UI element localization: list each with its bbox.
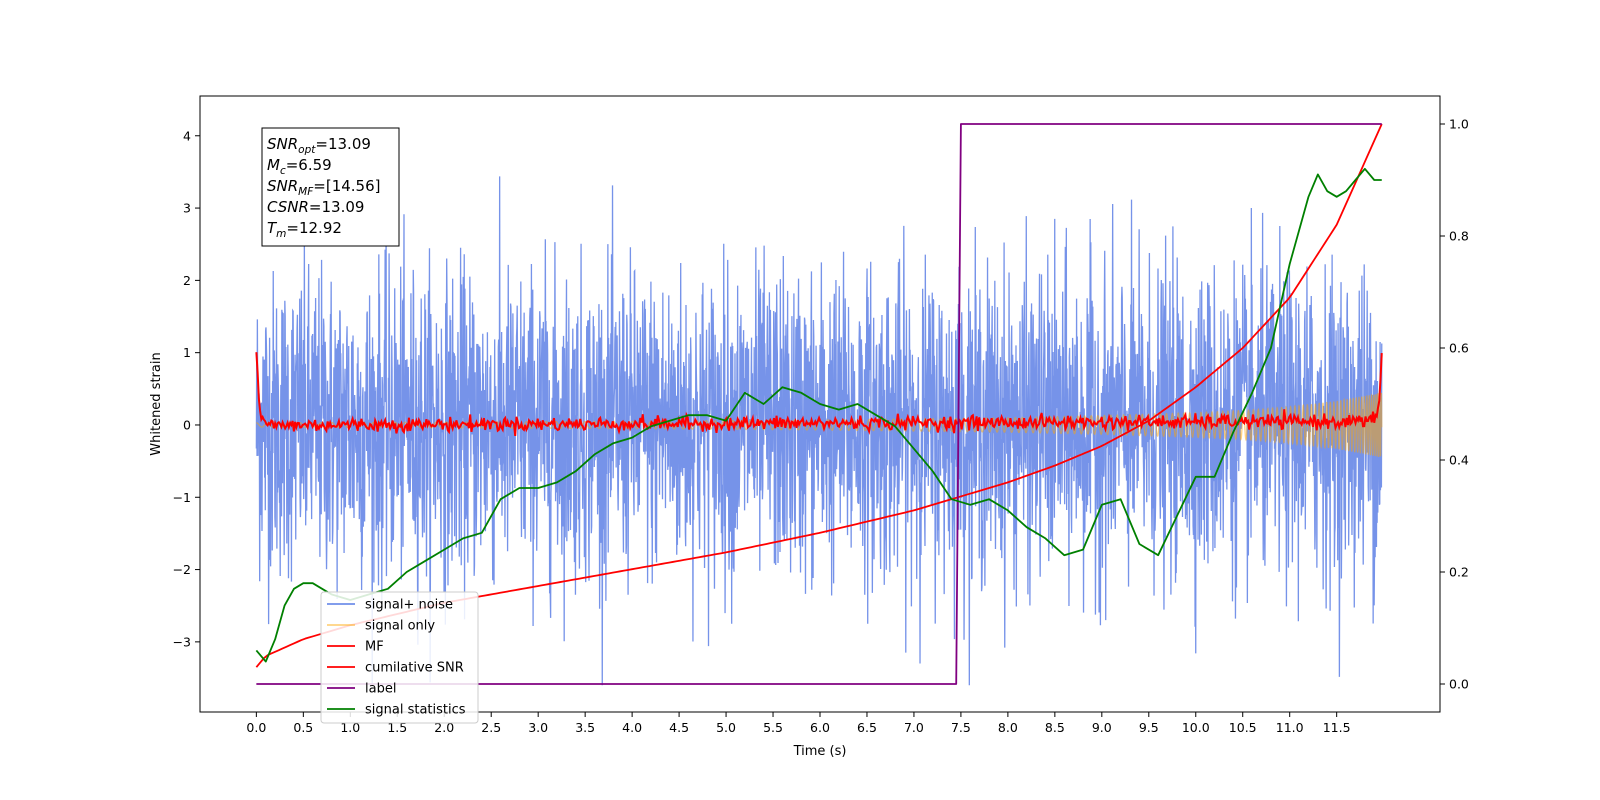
- legend-label: signal only: [365, 619, 435, 634]
- x-tick-label: 3.0: [528, 720, 548, 735]
- y2-tick-label: 0.6: [1449, 341, 1469, 356]
- annotation-line: SNRopt=13.09: [267, 135, 371, 156]
- x-tick-label: 10.5: [1229, 720, 1257, 735]
- x-tick-label: 8.5: [1045, 720, 1065, 735]
- y-tick-label: 2: [183, 273, 191, 288]
- x-tick-label: 8.0: [998, 720, 1018, 735]
- x-axis: 0.0 0.5 1.0 1.5 2.0 2.5 3.0 3.5 4.0 4.5 5.0 5.5 6.0 6…: [246, 712, 1351, 735]
- legend-label: label: [365, 682, 396, 697]
- x-axis-label: Time (s): [793, 744, 847, 759]
- annotation-line: Mc=6.59: [267, 156, 332, 177]
- x-tick-label: 11.5: [1323, 720, 1351, 735]
- y-tick-label: 3: [183, 201, 191, 216]
- y2-axis: 0.0 0.2 0.4 0.6 0.8 1.0: [1440, 117, 1469, 692]
- legend-frame: [320, 591, 479, 724]
- legend-label: signal statistics: [365, 703, 466, 718]
- annotation-line: SNRMF=[14.56]: [267, 177, 381, 198]
- x-tick-label: 1.5: [387, 720, 407, 735]
- x-tick-label: 3.5: [575, 720, 595, 735]
- y-axis-label: Whitened strain: [149, 352, 164, 455]
- y-tick-label: 4: [183, 128, 191, 143]
- x-tick-label: 2.5: [481, 720, 501, 735]
- metrics-annotation-box: SNRopt=13.09Mc=6.59SNRMF=[14.56]CSNR=13.…: [261, 127, 400, 247]
- y2-tick-label: 0.0: [1449, 677, 1469, 692]
- x-tick-label: 4.5: [669, 720, 689, 735]
- x-tick-label: 9.5: [1139, 720, 1159, 735]
- x-tick-label: 1.0: [340, 720, 360, 735]
- legend-label: cumilative SNR: [365, 661, 464, 676]
- x-tick-label: 5.0: [716, 720, 736, 735]
- x-tick-label: 5.5: [763, 720, 783, 735]
- x-tick-label: 11.0: [1276, 720, 1304, 735]
- x-tick-label: 2.0: [434, 720, 454, 735]
- y2-tick-label: 0.8: [1449, 229, 1469, 244]
- annotation-frame: [261, 127, 400, 247]
- series-signal-noise: [255, 176, 1383, 686]
- series-mf: [255, 352, 1383, 436]
- x-tick-label: 0.5: [293, 720, 313, 735]
- x-tick-label: 7.0: [904, 720, 924, 735]
- x-tick-label: 10.0: [1182, 720, 1210, 735]
- x-tick-label: 6.5: [857, 720, 877, 735]
- x-tick-label: 4.0: [622, 720, 642, 735]
- legend-label: MF: [365, 640, 384, 655]
- annotation-line: Tm=12.92: [267, 219, 342, 240]
- y-tick-label: −1: [173, 490, 191, 505]
- legend-label: signal+ noise: [365, 598, 453, 613]
- y-axis: −3 −2 −1 0 1 2 3 4: [173, 128, 200, 649]
- y-tick-label: −3: [173, 634, 191, 649]
- y2-tick-label: 0.4: [1449, 453, 1469, 468]
- legend: signal+ noise signal only MF cumilative SNR…: [320, 591, 479, 724]
- x-tick-label: 7.5: [951, 720, 971, 735]
- y-tick-label: 1: [183, 345, 191, 360]
- y-tick-label: 0: [183, 417, 191, 432]
- x-tick-label: 6.0: [810, 720, 830, 735]
- y-tick-label: −2: [173, 562, 191, 577]
- y2-tick-label: 0.2: [1449, 565, 1469, 580]
- y2-tick-label: 1.0: [1449, 117, 1469, 132]
- series-label: [256, 123, 1382, 685]
- x-tick-label: 0.0: [246, 720, 266, 735]
- annotation-line: CSNR=13.09: [267, 198, 364, 216]
- x-tick-label: 9.0: [1092, 720, 1112, 735]
